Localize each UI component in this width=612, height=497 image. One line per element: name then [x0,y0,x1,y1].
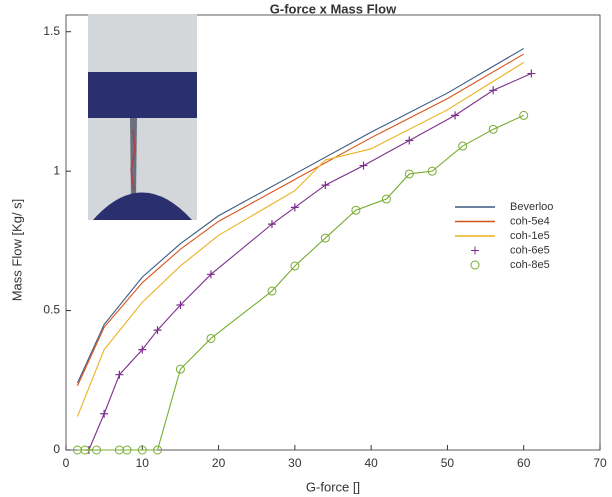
y-tick-label: 0 [53,442,60,456]
y-tick-label: 1.5 [43,24,60,38]
legend-label: coh-5e4 [510,215,550,227]
legend-label: coh-1e5 [510,230,550,242]
marker [122,445,132,455]
marker [137,445,147,455]
marker [206,270,215,279]
series-line [76,53,524,387]
marker [153,326,162,335]
marker [115,370,124,379]
y-axis-label: Mass Flow [Kg/ s] [9,199,24,302]
marker [92,445,102,455]
x-tick-label: 50 [441,456,455,470]
x-tick-label: 30 [288,456,302,470]
marker [359,161,368,170]
marker [458,141,468,151]
marker [267,220,276,229]
marker [427,166,437,176]
marker [290,261,300,271]
marker [351,205,361,215]
marker [451,111,460,120]
legend-marker [471,246,479,255]
series-line [77,114,524,451]
marker [153,445,163,455]
marker [176,301,185,309]
x-tick-label: 40 [364,456,378,470]
series-line [76,47,524,384]
marker [320,233,330,243]
inset-image [88,14,197,220]
x-tick-label: 20 [212,456,226,470]
x-tick-label: 60 [517,456,531,470]
marker [267,286,277,296]
marker [206,333,216,343]
x-tick-label: 10 [136,456,150,470]
marker [527,69,536,78]
x-tick-label: 70 [593,456,607,470]
marker [381,194,391,204]
chart-title: G-force x Mass Flow [270,1,397,16]
legend-label: coh-6e5 [510,244,550,256]
marker [175,364,185,374]
legend-marker [470,260,480,270]
series-line [76,61,525,417]
legend-label: Beverloo [510,201,553,213]
marker [100,409,109,418]
y-tick-label: 1 [53,163,60,177]
legend-label: coh-8e5 [510,259,550,271]
marker [138,345,147,354]
marker [321,181,330,190]
x-axis-label: G-force [] [306,479,360,494]
marker [404,169,414,179]
marker [488,124,498,134]
marker [290,203,299,212]
marker [489,86,498,95]
marker [405,136,414,145]
marker [80,445,90,455]
marker [519,110,529,120]
y-tick-label: 0.5 [43,303,60,317]
axes-box [65,14,601,451]
x-tick-label: 0 [63,456,70,470]
